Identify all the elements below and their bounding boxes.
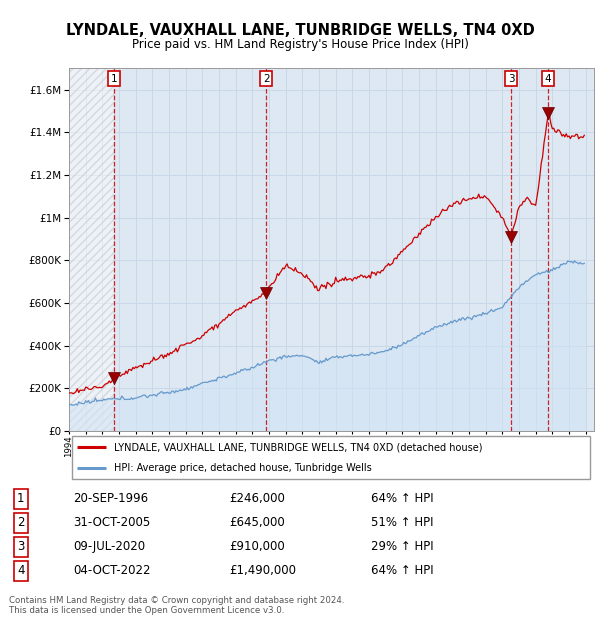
Text: 3: 3 — [508, 74, 514, 84]
Text: 20-SEP-1996: 20-SEP-1996 — [74, 492, 149, 505]
Text: HPI: Average price, detached house, Tunbridge Wells: HPI: Average price, detached house, Tunb… — [113, 463, 371, 474]
Text: 3: 3 — [17, 540, 25, 553]
Text: 4: 4 — [545, 74, 551, 84]
Bar — [69, 68, 115, 431]
Text: £910,000: £910,000 — [229, 540, 285, 553]
Text: 2: 2 — [17, 516, 25, 529]
Text: £1,490,000: £1,490,000 — [229, 564, 296, 577]
Text: 04-OCT-2022: 04-OCT-2022 — [74, 564, 151, 577]
Text: 29% ↑ HPI: 29% ↑ HPI — [371, 540, 433, 553]
Text: 1: 1 — [17, 492, 25, 505]
Text: 2: 2 — [263, 74, 269, 84]
Text: 64% ↑ HPI: 64% ↑ HPI — [371, 564, 433, 577]
Text: LYNDALE, VAUXHALL LANE, TUNBRIDGE WELLS, TN4 0XD: LYNDALE, VAUXHALL LANE, TUNBRIDGE WELLS,… — [65, 23, 535, 38]
Text: Price paid vs. HM Land Registry's House Price Index (HPI): Price paid vs. HM Land Registry's House … — [131, 38, 469, 51]
Text: 4: 4 — [17, 564, 25, 577]
Text: 09-JUL-2020: 09-JUL-2020 — [74, 540, 146, 553]
Text: £246,000: £246,000 — [229, 492, 286, 505]
Text: LYNDALE, VAUXHALL LANE, TUNBRIDGE WELLS, TN4 0XD (detached house): LYNDALE, VAUXHALL LANE, TUNBRIDGE WELLS,… — [113, 442, 482, 452]
Text: £645,000: £645,000 — [229, 516, 285, 529]
Text: 1: 1 — [111, 74, 118, 84]
Text: 31-OCT-2005: 31-OCT-2005 — [74, 516, 151, 529]
FancyBboxPatch shape — [71, 436, 590, 479]
Text: 51% ↑ HPI: 51% ↑ HPI — [371, 516, 433, 529]
Text: Contains HM Land Registry data © Crown copyright and database right 2024.
This d: Contains HM Land Registry data © Crown c… — [9, 596, 344, 615]
Text: 64% ↑ HPI: 64% ↑ HPI — [371, 492, 433, 505]
